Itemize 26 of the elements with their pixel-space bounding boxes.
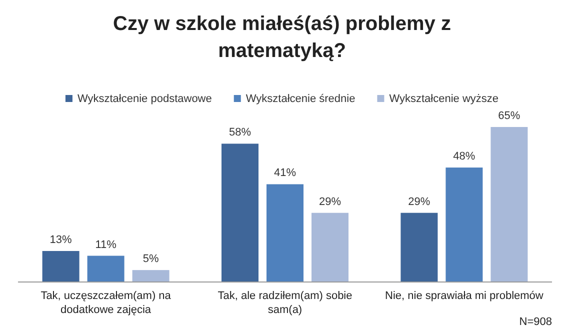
bar	[132, 270, 170, 282]
x-tick-label: Nie, nie sprawiała mi problemów	[385, 290, 544, 302]
x-tick-label: Tak, uczęszczałem(am) na dodatkowe zajęcia	[40, 290, 172, 316]
data-label: 29%	[408, 196, 430, 208]
legend-label: Wykształcenie podstawowe	[77, 93, 212, 105]
bar	[266, 184, 304, 282]
data-label: 13%	[50, 234, 72, 246]
bar	[490, 127, 528, 282]
chart-title: Czy w szkole miałeś(aś) problemy z matematyką?	[113, 13, 451, 62]
data-label: 11%	[95, 238, 117, 251]
data-label: 48%	[453, 150, 476, 163]
bar	[222, 144, 258, 282]
bar	[87, 256, 124, 282]
data-label: 65%	[498, 110, 520, 122]
bar	[42, 251, 80, 282]
data-label: 58%	[228, 126, 252, 139]
x-tick-label: Tak, ale radziłem(am) sobie sam(a)	[218, 290, 352, 316]
data-label: 29%	[318, 196, 342, 208]
data-label: 41%	[274, 167, 296, 180]
legend-label: Wykształcenie średnie	[246, 93, 356, 105]
legend-label: Wykształcenie wyższe	[389, 93, 499, 105]
text: N=908	[519, 316, 552, 328]
data-label: 5%	[142, 253, 159, 266]
bar	[312, 212, 348, 282]
bar	[446, 168, 483, 282]
bar	[400, 212, 438, 282]
